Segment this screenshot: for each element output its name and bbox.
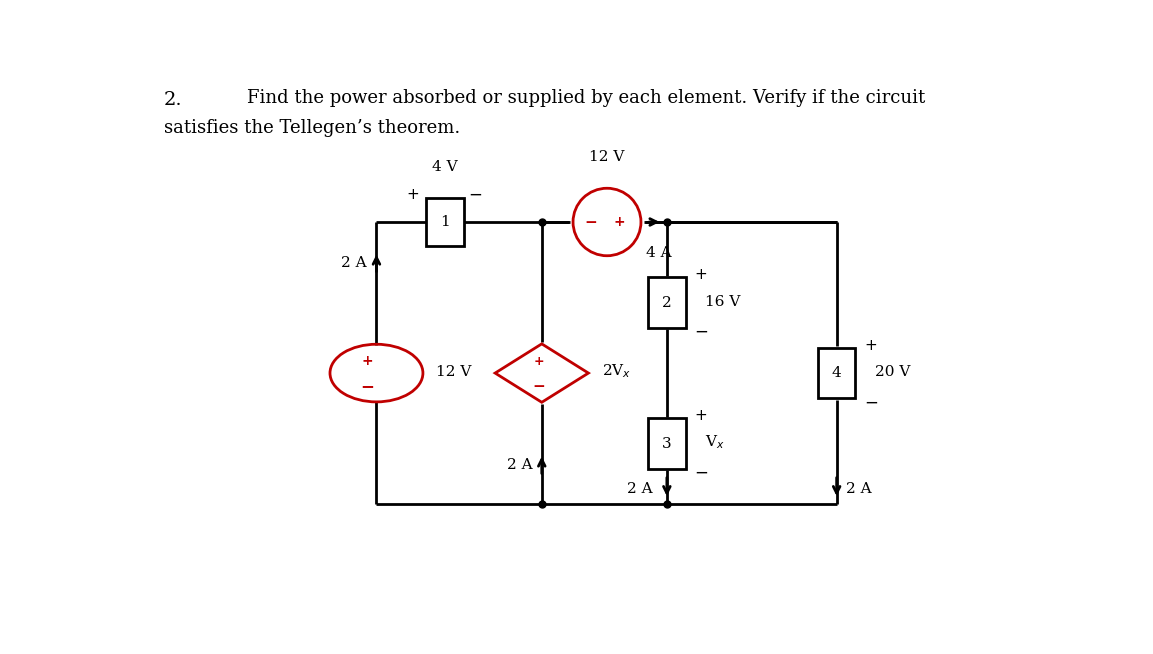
Text: 12 V: 12 V: [436, 365, 472, 379]
Text: −: −: [361, 377, 375, 395]
Text: −: −: [585, 215, 597, 230]
Text: 2 A: 2 A: [627, 483, 653, 496]
Text: 1: 1: [440, 215, 450, 229]
Text: 20 V: 20 V: [875, 365, 911, 379]
Text: Find the power absorbed or supplied by each element. Verify if the circuit: Find the power absorbed or supplied by e…: [247, 88, 925, 107]
Text: 4: 4: [831, 366, 842, 380]
Text: 2 A: 2 A: [846, 483, 872, 496]
Text: −: −: [533, 379, 545, 394]
Text: +: +: [694, 267, 707, 283]
Text: −: −: [865, 393, 879, 411]
Text: satisfies the Tellegen’s theorem.: satisfies the Tellegen’s theorem.: [164, 119, 460, 137]
Text: +: +: [407, 187, 420, 202]
FancyBboxPatch shape: [648, 419, 686, 469]
FancyBboxPatch shape: [817, 348, 856, 398]
Text: −: −: [694, 464, 708, 482]
Text: 12 V: 12 V: [589, 150, 625, 164]
Text: +: +: [534, 356, 544, 368]
Text: −: −: [694, 323, 708, 341]
Text: −: −: [468, 185, 482, 203]
Text: 2V$_x$: 2V$_x$: [602, 363, 631, 381]
Text: 4 V: 4 V: [432, 160, 458, 174]
FancyBboxPatch shape: [427, 198, 464, 246]
Text: +: +: [865, 338, 877, 353]
Text: 16 V: 16 V: [706, 294, 740, 309]
Text: 2: 2: [662, 296, 672, 309]
Text: 3: 3: [662, 437, 672, 451]
Text: +: +: [362, 354, 374, 368]
Text: 2 A: 2 A: [506, 458, 533, 472]
Text: +: +: [613, 215, 625, 229]
FancyBboxPatch shape: [648, 277, 686, 328]
Text: 2 A: 2 A: [341, 256, 367, 270]
Text: +: +: [694, 408, 707, 423]
Text: 4 A: 4 A: [646, 246, 672, 260]
Text: V$_x$: V$_x$: [706, 434, 725, 451]
Text: 2.: 2.: [164, 91, 182, 109]
